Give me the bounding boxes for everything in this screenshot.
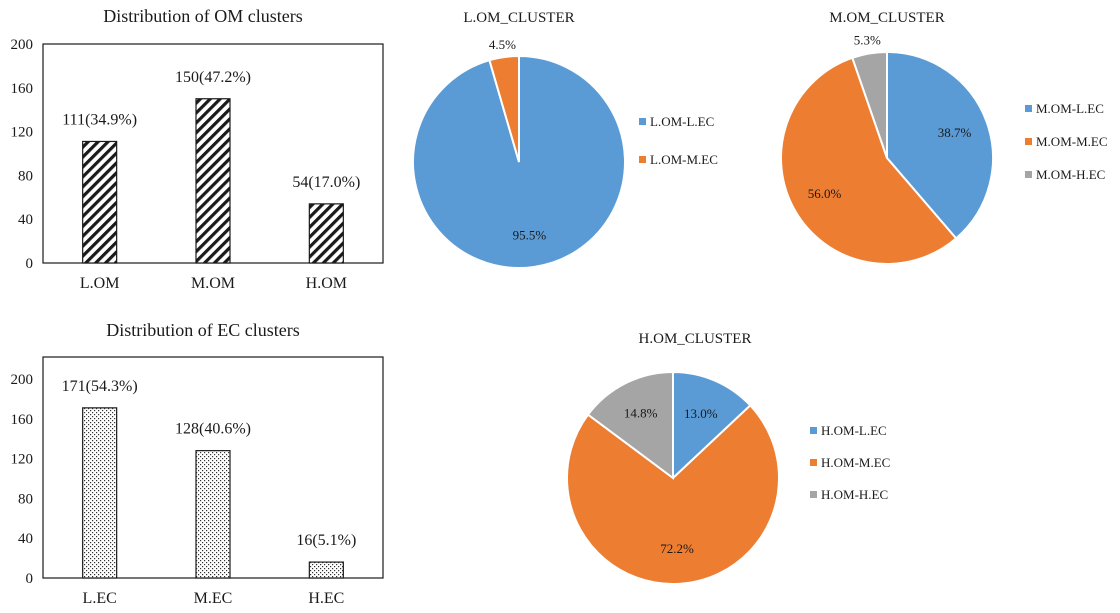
legend-label: H.OM-M.EC (821, 455, 890, 470)
pie-chart-m-om: M.OM_CLUSTER 38.7%56.0%5.3% M.OM-L.ECM.O… (780, 10, 1108, 265)
legend-swatch (1025, 171, 1032, 178)
x-axis-categories: L.EC M.EC H.EC (83, 590, 345, 607)
chart-title: M.OM_CLUSTER (829, 10, 944, 26)
pie-data-label: 72.2% (660, 541, 694, 556)
legend: M.OM-L.EC M.OM-M.EC M.OM-H.EC (1025, 101, 1108, 182)
y-tick-label: 120 (11, 125, 34, 141)
chart-title: H.OM_CLUSTER (639, 331, 752, 347)
legend: H.OM-L.EC H.OM-M.EC H.OM-H.EC (810, 423, 890, 502)
bar-chart-om: Distribution of OM clusters 0 40 80 120 160 2… (11, 6, 384, 292)
y-axis-ticks: 0 40 80 120 160 200 (11, 372, 34, 587)
pie-data-label: 5.3% (854, 33, 881, 48)
pie: 38.7% 56.0% 5.3% (780, 33, 994, 265)
pie-data-label: 14.8% (624, 406, 658, 421)
legend-swatch (810, 427, 817, 434)
pie-data-label: 95.5% (513, 227, 547, 242)
pie-slice (851, 50, 888, 159)
bar (195, 450, 231, 579)
bar (82, 407, 118, 579)
pie-slice (672, 370, 752, 481)
y-axis-ticks: 0 40 80 120 160 200 (11, 37, 34, 272)
y-tick-label: 160 (11, 81, 34, 97)
y-tick-label: 0 (26, 571, 34, 587)
legend-swatch (639, 118, 646, 125)
pie-slice (886, 50, 994, 240)
legend-label: H.OM-H.EC (821, 487, 888, 502)
legend-label: M.OM-L.EC (1036, 101, 1104, 116)
bars (82, 407, 344, 579)
bar-data-label: 128(40.6%) (175, 421, 251, 438)
y-tick-label: 120 (11, 452, 34, 468)
legend-swatch (810, 459, 817, 466)
bar-data-label: 16(5.1%) (296, 532, 356, 549)
legend: L.OM-L.EC L.OM-M.EC (639, 114, 718, 167)
bar (308, 203, 344, 264)
legend-swatch (639, 156, 646, 163)
pie-slice (780, 56, 958, 265)
chart-title: Distribution of OM clusters (103, 6, 303, 26)
pie-data-label: 38.7% (938, 125, 972, 140)
legend-label: L.OM-L.EC (650, 114, 714, 129)
y-tick-label: 80 (18, 168, 33, 184)
bar-data-label: 111(34.9%) (62, 111, 137, 128)
legend-label: L.OM-M.EC (650, 152, 718, 167)
y-tick-label: 0 (26, 256, 34, 272)
pie: 13.0% 72.2% 14.8% (566, 370, 780, 585)
legend-label: M.OM-H.EC (1036, 167, 1105, 182)
pie-chart-l-om: L.OM_CLUSTER 95.5% 4.5% L.OM-L.EC L.OM-M.E… (412, 10, 718, 269)
data-labels: 171(54.3%) 128(40.6%) 16(5.1%) (62, 378, 357, 549)
y-tick-label: 200 (11, 372, 34, 388)
pie-data-label: 13.0% (684, 406, 718, 421)
bar-data-label: 150(47.2%) (175, 69, 251, 86)
chart-title: L.OM_CLUSTER (463, 10, 574, 26)
x-axis-categories: L.OM M.OM H.OM (80, 275, 347, 292)
y-tick-label: 80 (18, 491, 33, 507)
pie: 95.5% 4.5% (412, 37, 626, 269)
bar (308, 561, 344, 579)
y-tick-label: 200 (11, 37, 34, 53)
x-category-label: M.EC (194, 590, 233, 607)
pie-chart-h-om: H.OM_CLUSTER 13.0%72.2%14.8% H.OM-L.ECH.… (566, 331, 890, 585)
pie-slice (488, 54, 520, 163)
pie-data-label: 4.5% (489, 37, 516, 52)
data-labels: 111(34.9%) 150(47.2%) 54(17.0%) (62, 69, 360, 191)
x-category-label: M.OM (191, 275, 235, 292)
bars (82, 98, 344, 264)
y-tick-label: 160 (11, 412, 34, 428)
legend-label: H.OM-L.EC (821, 423, 887, 438)
x-category-label: L.OM (80, 275, 120, 292)
legend-label: M.OM-M.EC (1036, 134, 1108, 149)
x-category-label: L.EC (83, 590, 117, 607)
chart-title: Distribution of EC clusters (106, 320, 299, 340)
legend-swatch (1025, 138, 1032, 145)
legend-swatch (810, 491, 817, 498)
pie-data-label: 56.0% (808, 186, 842, 201)
bar-data-label: 171(54.3%) (62, 378, 138, 395)
x-category-label: H.EC (308, 590, 344, 607)
x-category-label: H.OM (306, 275, 347, 292)
bar-data-label: 54(17.0%) (292, 174, 360, 191)
pie-slice (566, 404, 780, 585)
bar (82, 140, 118, 264)
y-tick-label: 40 (18, 531, 33, 547)
pie-slice (586, 370, 674, 480)
bar (195, 98, 231, 264)
legend-swatch (1025, 105, 1032, 112)
y-tick-label: 40 (18, 212, 33, 228)
bar-chart-ec: Distribution of EC clusters 0 40 80 120 160 2… (11, 320, 384, 607)
